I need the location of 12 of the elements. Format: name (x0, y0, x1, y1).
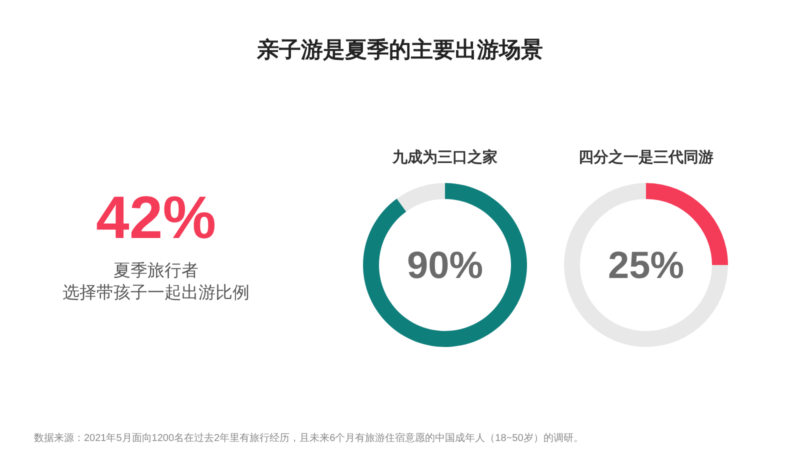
text: 42% (96, 184, 216, 251)
chart-title: 九成为三口之家 (392, 148, 498, 166)
donut-slice (396, 183, 445, 212)
source-note: 数据来源：2021年5月面向1200名在过去2年里有旅行经历，且未来6个月有旅游住宿意愿的中国成年人（18~50岁）的调研。 (34, 432, 584, 444)
text: 选择带孩子一起出游比例 (62, 283, 250, 302)
text: 25% (608, 245, 684, 287)
text: 亲子游是夏季的主要出游场景 (256, 37, 543, 62)
text: 90% (406, 245, 484, 287)
donut-slice (363, 183, 527, 347)
donut-slice (564, 183, 728, 347)
chart-title: 四分之一是三代同游 (578, 148, 714, 166)
text: 夏季旅行者 (114, 261, 198, 280)
